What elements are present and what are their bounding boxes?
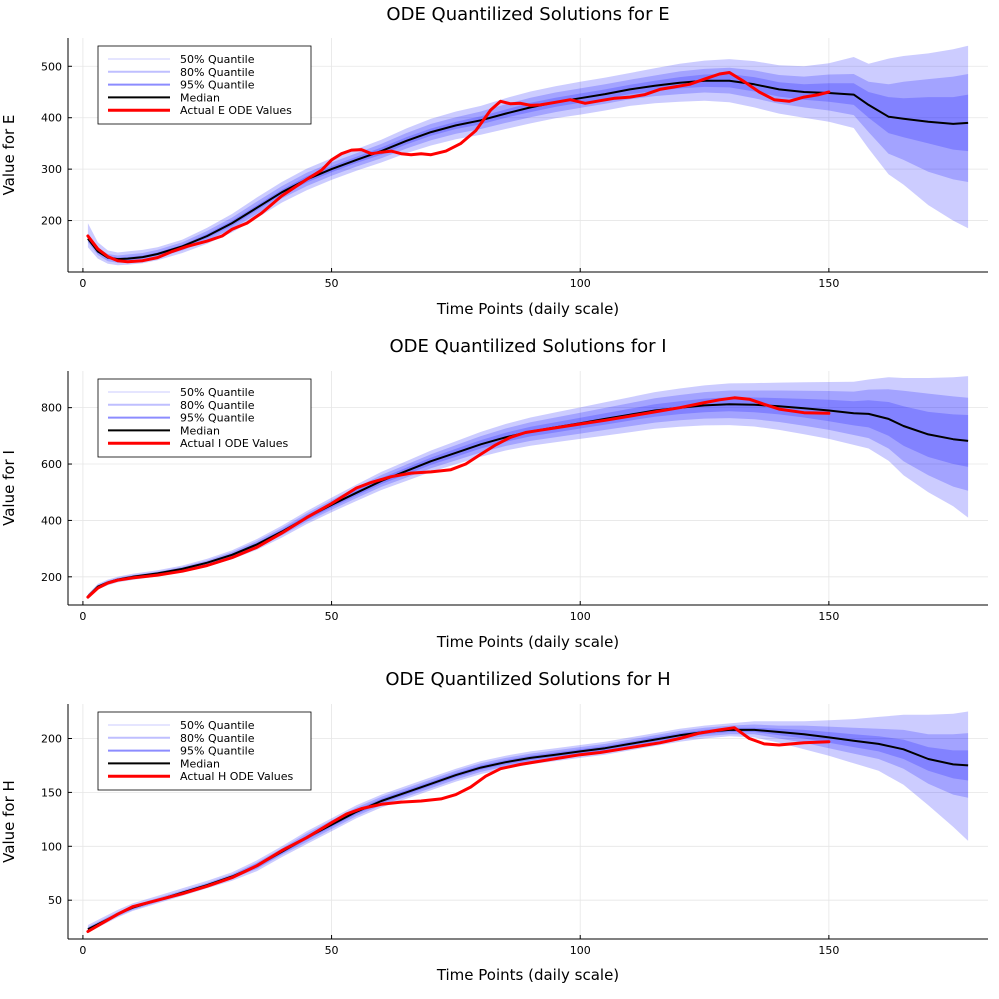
x-tick-label: 150 — [818, 944, 839, 957]
legend-label: Median — [180, 91, 220, 104]
x-tick-label: 0 — [79, 610, 86, 623]
x-axis-label: Time Points (daily scale) — [436, 633, 619, 651]
x-tick-label: 0 — [79, 277, 86, 290]
legend-label: Actual E ODE Values — [180, 104, 292, 117]
legend-label: 50% Quantile — [180, 386, 255, 399]
band-95-quantile — [87, 376, 969, 600]
x-tick-label: 100 — [570, 944, 591, 957]
y-tick-label: 800 — [41, 402, 62, 415]
legend-label: 50% Quantile — [180, 53, 255, 66]
legend-label: 80% Quantile — [180, 399, 255, 412]
legend-label: 95% Quantile — [180, 745, 255, 758]
y-tick-label: 400 — [41, 112, 62, 125]
y-tick-label: 300 — [41, 163, 62, 176]
legend-label: 80% Quantile — [180, 66, 255, 79]
band-95-quantile — [87, 45, 969, 266]
actual-values-line — [86, 71, 831, 264]
y-axis-label: Value for I — [0, 450, 18, 526]
legend-label: Actual H ODE Values — [180, 770, 294, 783]
chart-panel-2: 0 50 100 150 200 400 600 800 ODE Quantilized Sol… — [0, 336, 988, 651]
y-tick-label: 500 — [41, 60, 62, 73]
chart-title: ODE Quantilized Solutions for E — [386, 4, 669, 25]
chart-panel-3: 0 50 100 150 50 100 150 200 ODE Quantilized Solu… — [0, 669, 988, 984]
y-tick-label: 400 — [41, 514, 62, 527]
x-tick-label: 100 — [570, 610, 591, 623]
legend-label: 80% Quantile — [180, 732, 255, 745]
x-tick-label: 50 — [325, 944, 339, 957]
chart-panel-1: 0 50 100 150 200 300 400 500 ODE Quantilized Sol… — [0, 4, 988, 318]
y-tick-label: 600 — [41, 458, 62, 471]
y-axis-label: Value for H — [0, 780, 18, 863]
x-tick-label: 150 — [818, 277, 839, 290]
legend-label: Median — [180, 757, 220, 770]
legend-label: 95% Quantile — [180, 79, 255, 92]
band-80-quantile — [87, 67, 969, 263]
legend-label: 95% Quantile — [180, 412, 255, 425]
y-tick-label: 50 — [48, 894, 62, 907]
x-tick-label: 0 — [79, 944, 86, 957]
legend-label: Actual I ODE Values — [180, 437, 288, 450]
legend-box — [97, 45, 312, 125]
band-50-quantile — [87, 74, 969, 261]
band-50-quantile — [87, 727, 969, 931]
y-tick-label: 150 — [41, 786, 62, 799]
y-tick-label: 100 — [41, 840, 62, 853]
actual-values-line — [86, 726, 831, 933]
actual-values-line — [86, 396, 831, 599]
legend-label: Median — [180, 424, 220, 437]
x-tick-label: 150 — [818, 610, 839, 623]
chart-title: ODE Quantilized Solutions for H — [385, 669, 670, 690]
x-tick-label: 100 — [570, 277, 591, 290]
band-95-quantile — [87, 711, 969, 933]
x-axis-label: Time Points (daily scale) — [436, 966, 619, 984]
y-tick-label: 200 — [41, 571, 62, 584]
y-tick-label: 200 — [41, 215, 62, 228]
median-line — [87, 79, 969, 261]
y-axis-label: Value for E — [0, 115, 18, 196]
legend-label: 50% Quantile — [180, 719, 255, 732]
chart-title: ODE Quantilized Solutions for I — [389, 336, 666, 357]
x-axis-label: Time Points (daily scale) — [436, 300, 619, 318]
x-tick-label: 50 — [325, 277, 339, 290]
y-tick-label: 200 — [41, 732, 62, 745]
x-tick-label: 50 — [325, 610, 339, 623]
